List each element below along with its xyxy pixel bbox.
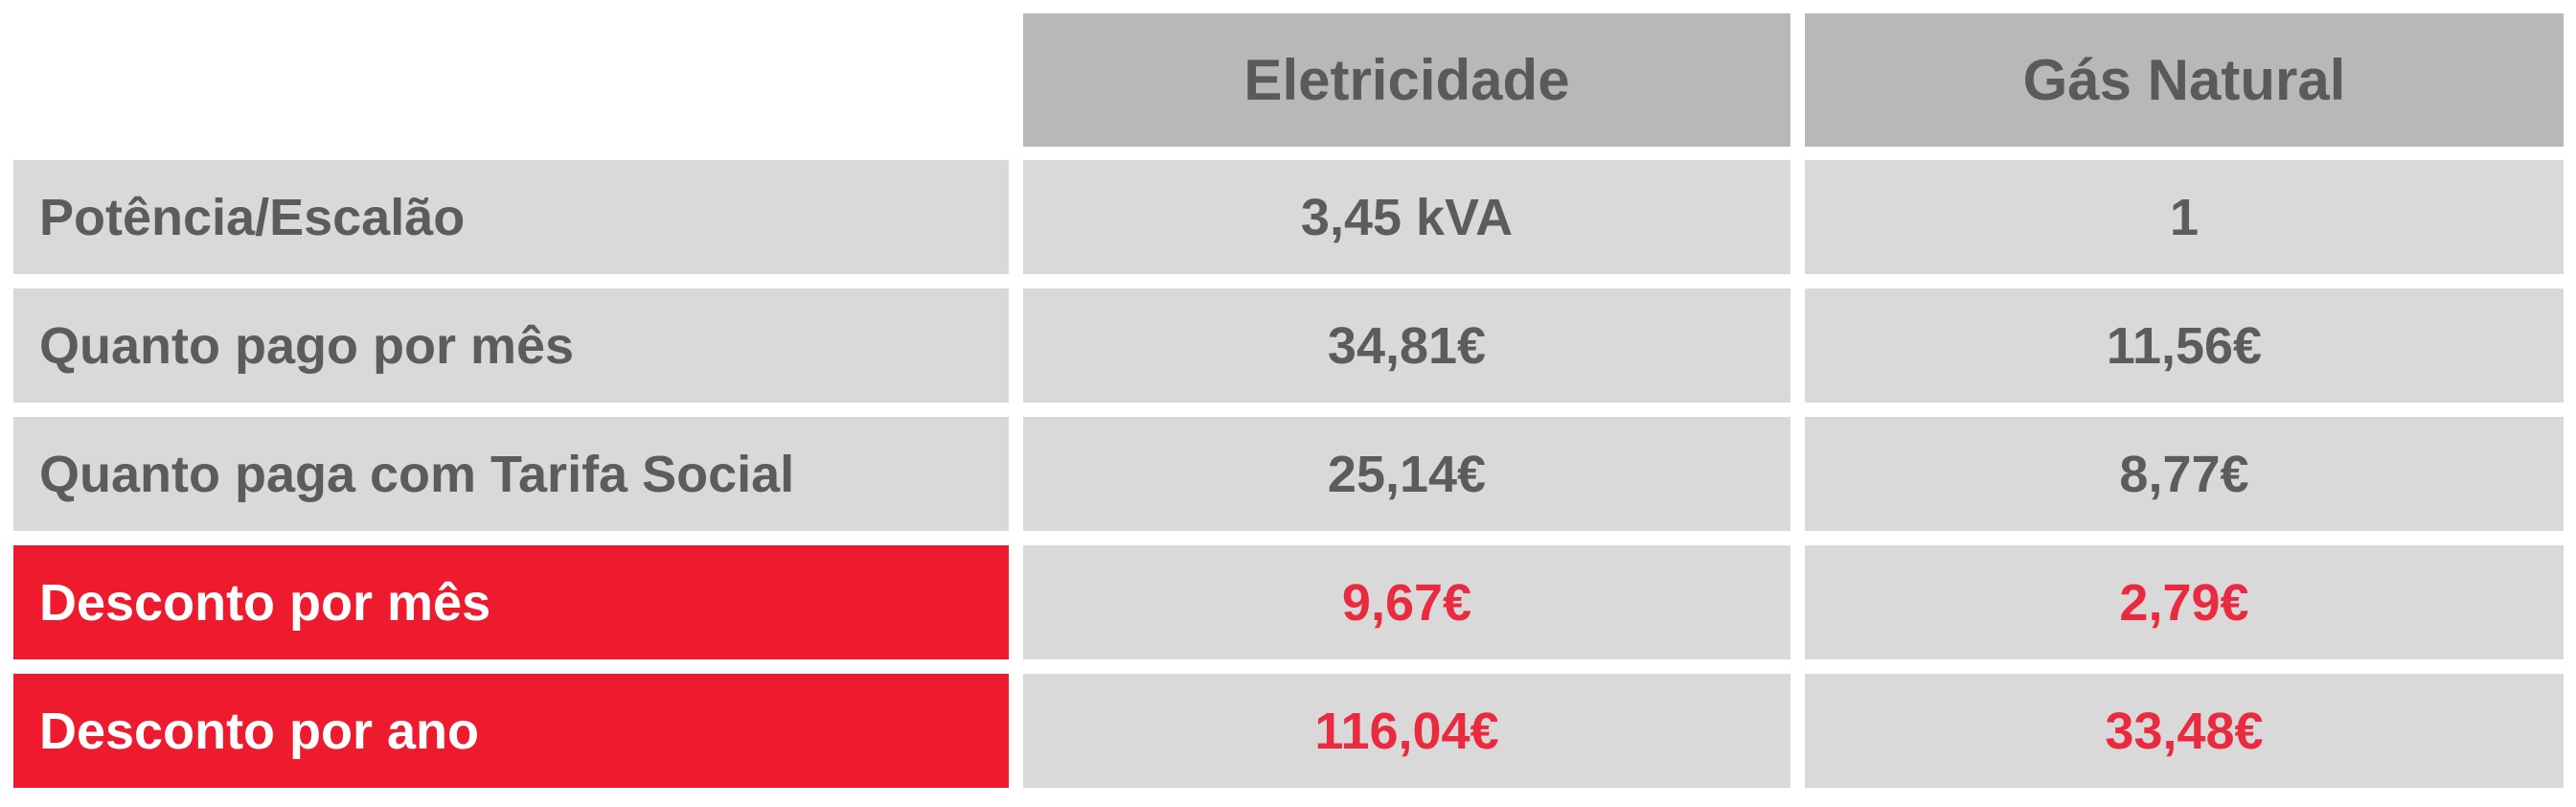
- column-header-eletricidade: Eletricidade: [1023, 13, 1790, 147]
- cell-gas-desconto-ano: 33,48€: [1805, 674, 2564, 788]
- row-label-tarifa-social: Quanto paga com Tarifa Social: [13, 417, 1009, 531]
- cell-eletricidade-desconto-mes: 9,67€: [1023, 545, 1790, 659]
- row-label-desconto-ano: Desconto por ano: [13, 674, 1009, 788]
- column-header-gas-natural: Gás Natural: [1805, 13, 2564, 147]
- cell-gas-potencia: 1: [1805, 160, 2564, 274]
- row-label-desconto-mes: Desconto por mês: [13, 545, 1009, 659]
- row-label-quanto-pago: Quanto pago por mês: [13, 288, 1009, 403]
- cell-eletricidade-quanto-pago: 34,81€: [1023, 288, 1790, 403]
- cell-gas-quanto-pago: 11,56€: [1805, 288, 2564, 403]
- cell-gas-desconto-mes: 2,79€: [1805, 545, 2564, 659]
- cell-gas-tarifa-social: 8,77€: [1805, 417, 2564, 531]
- row-label-potencia: Potência/Escalão: [13, 160, 1009, 274]
- cell-eletricidade-desconto-ano: 116,04€: [1023, 674, 1790, 788]
- cell-eletricidade-potencia: 3,45 kVA: [1023, 160, 1790, 274]
- cell-eletricidade-tarifa-social: 25,14€: [1023, 417, 1790, 531]
